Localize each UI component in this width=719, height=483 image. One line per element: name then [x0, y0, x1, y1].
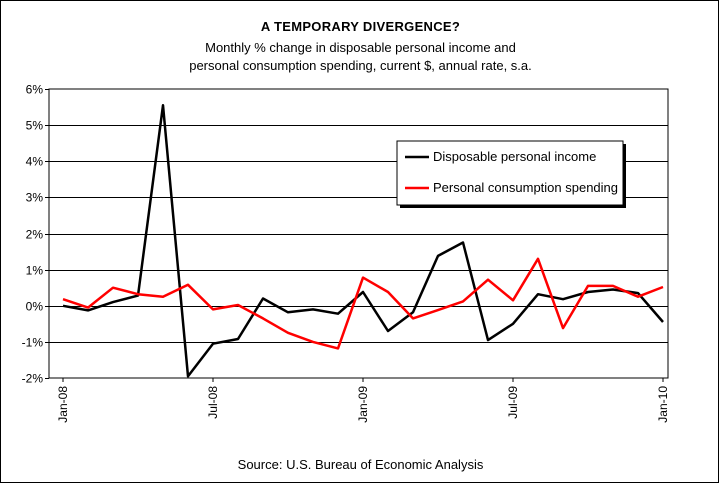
y-tick-label: 2%: [26, 228, 44, 242]
legend: Disposable personal income Personal consu…: [396, 140, 626, 208]
series-line-consumption-spending: [62, 257, 664, 350]
x-tick-label: Jan-08: [56, 386, 70, 423]
x-tick-label: Jan-10: [656, 386, 670, 423]
y-tick-label: -2%: [22, 372, 44, 386]
chart-source: Source: U.S. Bureau of Economic Analysis: [237, 457, 484, 472]
chart-subtitle-line-1: Monthly % change in disposable personal …: [205, 40, 516, 55]
y-tick-label: 1%: [26, 264, 44, 278]
x-tick-label: Jul-09: [506, 386, 520, 419]
y-tick-label: 0%: [26, 300, 44, 314]
x-tick-label: Jul-08: [206, 386, 220, 419]
plot-area: [48, 88, 669, 379]
legend-box: [396, 140, 624, 206]
chart-subtitle-line-2: personal consumption spending, current $…: [189, 58, 532, 73]
legend-label: Disposable personal income: [433, 149, 596, 164]
axes: [48, 88, 669, 379]
x-axis-ticks: Jan-08 Jul-08 Jan-09 Jul-09 Jan-10: [56, 378, 670, 423]
legend-label: Personal consumption spending: [433, 180, 618, 195]
y-tick-label: 3%: [26, 191, 44, 205]
y-axis-ticks: 6% 5% 4% 3% 2% 1% 0% -1% -2%: [22, 83, 49, 386]
y-tick-label: -1%: [22, 336, 44, 350]
y-tick-label: 6%: [26, 83, 44, 97]
series-line-disposable-income: [62, 104, 664, 378]
chart-title: A TEMPORARY DIVERGENCE?: [260, 19, 461, 34]
y-tick-label: 5%: [26, 119, 44, 133]
x-tick-label: Jan-09: [356, 386, 370, 423]
series-lines: [62, 104, 664, 378]
y-tick-label: 4%: [26, 155, 44, 169]
gridlines: [49, 125, 668, 343]
